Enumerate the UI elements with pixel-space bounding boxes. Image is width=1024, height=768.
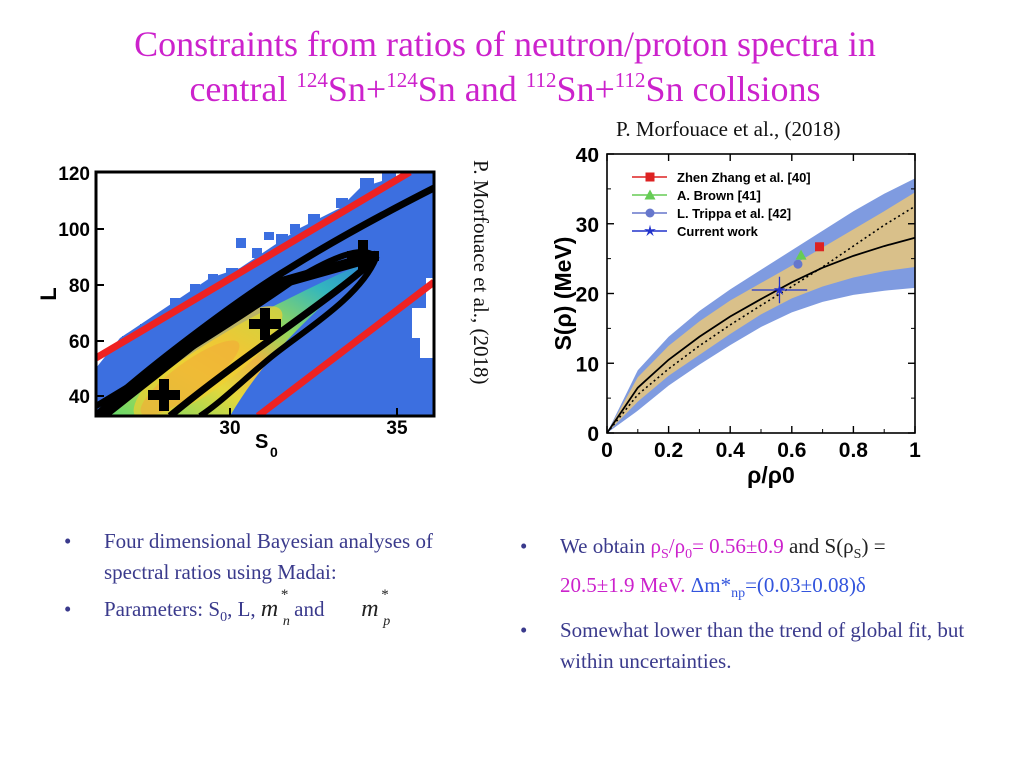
central-curve (606, 236, 916, 434)
x-axis-label: S (255, 431, 268, 453)
x-tick-label: 30 (219, 418, 240, 439)
lower-red-line (255, 279, 434, 416)
heatmap-pixels (122, 172, 396, 348)
x-tick-label: 35 (386, 418, 408, 439)
citation-rotated: P. Morfouace et al., (2018) (469, 160, 493, 385)
bullet-item: • Four dimensional Bayesian analyses of s… (64, 529, 433, 584)
x-tick-label: 0.4 (716, 439, 746, 462)
posterior-heatmap-figure: 120 100 80 60 40 30 35 S 0 L (40, 164, 436, 460)
x-tick-label: 1 (909, 439, 921, 462)
y-axis-label: L (40, 287, 61, 300)
m-star-p-symbol: m * p (361, 587, 391, 629)
x-tick-label: 0.2 (654, 439, 683, 462)
legend-marker (644, 224, 656, 237)
data-point (815, 242, 825, 252)
symmetry-energy-chart: 0 10 20 30 40 0 0.2 0.4 0.6 0.8 1 ρ/ρ0 S(ρ) (MeV) Zhe… (550, 148, 921, 488)
x-axis-label: ρ/ρ0 (747, 462, 795, 488)
slide-title: Constraints from ratios of neutron/proto… (40, 22, 970, 112)
y-tick-label: 80 (69, 276, 90, 297)
cross-marker (347, 240, 379, 272)
legend-marker (645, 208, 655, 218)
x-axis-label-sub: 0 (270, 444, 278, 460)
y-tick-label: 120 (58, 164, 90, 185)
upper-red-line (96, 172, 412, 362)
y-tick-label: 100 (58, 220, 90, 241)
title-line-1: Constraints from ratios of neutron/proto… (134, 24, 876, 64)
dotted-curve (606, 205, 916, 434)
y-tick-label: 20 (576, 284, 599, 307)
right-bullet-list: • We obtain ρS/ρ0= 0.56±0.9 and S(ρS) = 20… (520, 531, 990, 683)
legend-marker (644, 189, 656, 200)
left-bullet-list: • Four dimensional Bayesian analyses of s… (64, 526, 464, 639)
legend-label: Zhen Zhang et al. [40] (677, 170, 811, 185)
bullet-item: • Somewhat lower than the trend of global… (520, 618, 965, 674)
data-point (795, 249, 807, 260)
bullet-item: • We obtain ρS/ρ0= 0.56±0.9 and S(ρS) = 20… (520, 534, 886, 602)
legend-marker (645, 172, 655, 182)
cross-marker (148, 379, 180, 411)
cross-markers (148, 240, 379, 411)
legend-label: L. Trippa et al. [42] (677, 206, 791, 221)
y-tick-label: 40 (69, 387, 90, 408)
cross-marker (249, 308, 281, 340)
x-tick-label: 0 (601, 439, 613, 462)
x-tick-label: 0.8 (839, 439, 869, 462)
y-tick-label: 0 (587, 423, 599, 446)
legend-label: Current work (677, 224, 759, 239)
plot-frame (94, 170, 436, 418)
y-tick-label: 10 (576, 353, 599, 376)
title-line-2: central 124Sn+124Sn and 112Sn+112Sn coll… (189, 68, 821, 109)
y-axis-label: S(ρ) (MeV) (550, 237, 576, 351)
bullet-item: • Parameters: S0, L, m * n and m * p (64, 587, 391, 629)
y-tick-label: 30 (576, 214, 599, 237)
data-point (773, 283, 786, 296)
inner-uncertainty-band (607, 192, 915, 433)
m-star-n-symbol: m * n (260, 587, 290, 629)
legend-label: A. Brown [41] (677, 188, 761, 203)
x-tick-label: 0.6 (777, 439, 806, 462)
y-tick-label: 40 (576, 148, 599, 167)
data-point (793, 259, 803, 269)
citation-top: P. Morfouace et al., (2018) (616, 117, 841, 141)
y-tick-label: 60 (69, 332, 90, 353)
